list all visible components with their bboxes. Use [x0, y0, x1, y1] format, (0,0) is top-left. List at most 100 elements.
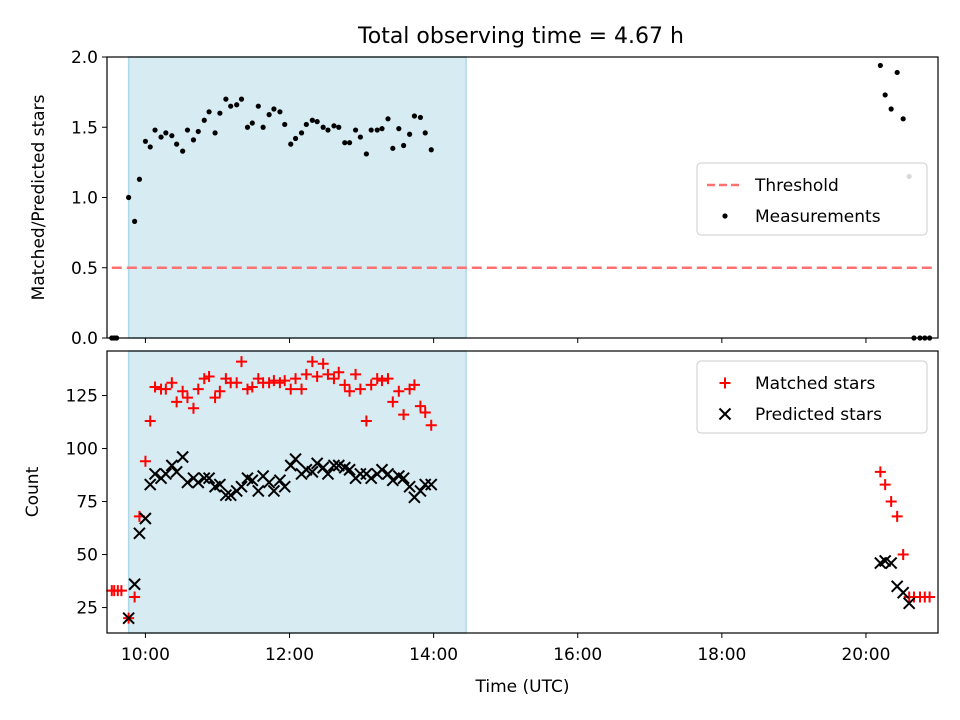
data-point: [192, 383, 204, 395]
data-point: [331, 123, 337, 129]
data-point: [255, 103, 261, 109]
data-point: [309, 117, 315, 123]
data-point: [181, 392, 193, 404]
data-point: [316, 461, 330, 474]
data-point: [328, 373, 340, 385]
data-point: [184, 127, 191, 133]
data-point: [133, 527, 146, 540]
data-point: [320, 124, 326, 130]
legend: Matched stars Predicted stars: [696, 360, 928, 434]
data-point: [310, 457, 324, 470]
y-tick-label: 1.5: [71, 118, 98, 138]
data-point: [897, 549, 909, 561]
data-point: [136, 176, 143, 182]
data-point: [284, 459, 297, 472]
data-point: [252, 484, 265, 498]
series-predicted-stars: [122, 450, 916, 625]
y-tick-label: 0.0: [71, 329, 98, 349]
data-point: [223, 96, 229, 102]
y-tick-label: 75: [76, 493, 98, 513]
y-tick-label: 100: [66, 440, 98, 460]
data-point: [142, 138, 149, 144]
data-point: [375, 463, 389, 476]
data-point: [266, 112, 272, 118]
top-panel-ratio: 0.0 0.5 1.0 1.5 2.0 Matched/Predicted stars Th…: [29, 48, 939, 349]
data-point: [396, 126, 402, 132]
data-point: [397, 472, 410, 485]
data-point: [314, 119, 320, 125]
axes-frame: [106, 350, 939, 634]
data-point: [884, 556, 898, 570]
data-point: [382, 373, 394, 385]
data-point: [273, 474, 287, 487]
data-point: [292, 135, 299, 142]
data-point: [363, 151, 369, 157]
data-point: [306, 465, 319, 479]
data-point: [354, 383, 366, 395]
legend-box: [696, 360, 928, 434]
data-point: [139, 512, 152, 525]
data-point: [224, 488, 237, 502]
data-point: [198, 373, 210, 385]
data-point: [414, 400, 426, 412]
data-point: [311, 370, 323, 382]
data-point: [181, 476, 194, 489]
data-point: [387, 396, 399, 408]
y-axis-label: Count: [23, 466, 43, 517]
data-point: [147, 144, 153, 150]
data-point: [419, 406, 431, 418]
observing-window-span: [127, 350, 467, 634]
data-point: [132, 218, 138, 224]
data-point: [228, 103, 234, 109]
legend-marker-x: [718, 407, 732, 421]
data-point: [317, 358, 329, 370]
series-matched-stars: [106, 356, 936, 624]
data-point: [279, 375, 291, 387]
data-point: [891, 510, 903, 522]
data-point: [322, 368, 334, 380]
data-point: [425, 478, 438, 491]
data-point: [428, 147, 434, 153]
data-point: [195, 128, 201, 135]
data-point: [148, 467, 162, 481]
bottom-panel-counts: 25 50 75 100 125 10:00 12:00 14:00 16:00 18:00 20:…: [23, 350, 939, 697]
data-point: [364, 472, 378, 485]
legend-label: Matched stars: [755, 374, 875, 394]
legend-label: Measurements: [755, 207, 881, 227]
y-tick-label: 125: [66, 387, 98, 407]
data-point: [139, 455, 151, 467]
data-point: [115, 585, 127, 597]
x-axis-label: Time (UTC): [475, 677, 570, 697]
data-point: [894, 69, 900, 76]
y-tick-label: 1.0: [71, 189, 98, 209]
data-point: [336, 124, 342, 130]
data-point: [201, 117, 207, 123]
legend-label: Predicted stars: [755, 405, 882, 425]
data-point: [235, 356, 247, 368]
data-point: [390, 145, 396, 151]
data-point: [235, 480, 248, 493]
data-point: [289, 452, 302, 466]
x-tick-label: 10:00: [121, 645, 170, 665]
y-tick-label: 50: [76, 546, 98, 566]
data-point: [376, 375, 388, 387]
data-point: [249, 120, 255, 126]
data-point: [271, 106, 277, 112]
data-point: [198, 472, 211, 485]
data-point: [246, 381, 258, 393]
x-tick-label: 20:00: [841, 645, 890, 665]
legend: Threshold Measurements: [696, 162, 928, 236]
data-point: [888, 106, 894, 112]
data-point: [268, 375, 280, 387]
data-point: [214, 385, 226, 397]
data-point: [174, 141, 180, 147]
data-point: [342, 140, 348, 146]
data-point: [169, 133, 175, 139]
data-point: [379, 126, 385, 132]
data-point: [171, 396, 183, 408]
data-point: [386, 474, 400, 487]
data-point: [879, 479, 891, 491]
data-point: [212, 130, 218, 136]
y-tick-label: 25: [76, 599, 98, 619]
